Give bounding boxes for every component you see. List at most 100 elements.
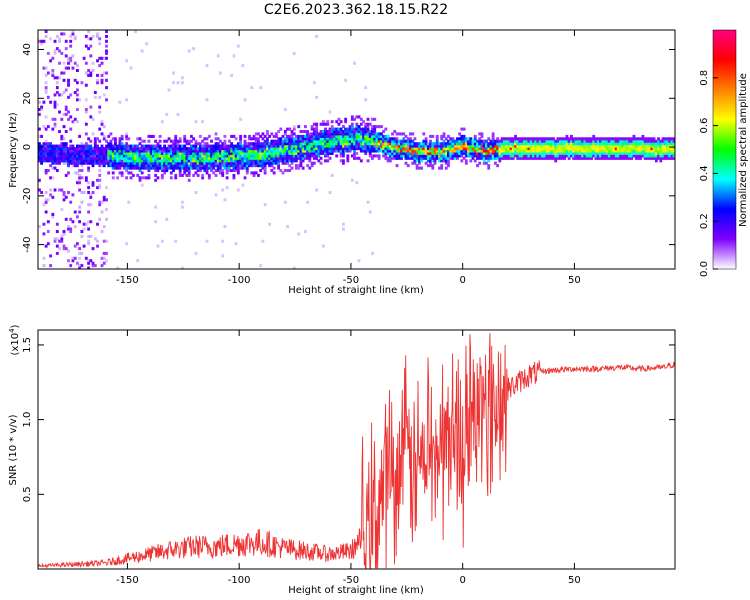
heatmap-cell xyxy=(228,144,231,148)
heatmap-cell xyxy=(623,139,627,143)
heatmap-cell xyxy=(214,193,218,197)
heatmap-cell xyxy=(525,149,529,153)
heatmap-cell xyxy=(158,149,162,153)
heatmap-cell xyxy=(250,147,254,151)
heatmap-cell xyxy=(239,142,243,146)
heatmap-cell xyxy=(254,161,258,165)
heatmap-cell xyxy=(201,173,205,177)
heatmap-cell xyxy=(60,51,64,55)
heatmap-cell xyxy=(89,193,93,197)
heatmap-cell xyxy=(605,147,609,151)
heatmap-cell xyxy=(377,132,381,136)
heatmap-cell xyxy=(634,156,638,160)
heatmap-cell xyxy=(297,232,301,236)
heatmap-cell xyxy=(105,156,108,160)
heatmap-cell xyxy=(505,154,508,158)
heatmap-cell xyxy=(67,159,70,163)
heatmap-cell xyxy=(612,137,616,141)
heatmap-cell xyxy=(382,154,386,158)
heatmap-cell xyxy=(350,132,354,136)
heatmap-cell xyxy=(187,159,191,163)
heatmap-cell xyxy=(359,130,363,134)
heatmap-cell xyxy=(409,137,412,141)
heatmap-cell xyxy=(207,147,211,151)
heatmap-cell xyxy=(163,147,167,151)
heatmap-cell xyxy=(259,144,263,148)
heatmap-cell xyxy=(663,149,667,153)
heatmap-cell xyxy=(371,144,374,148)
heatmap-cell xyxy=(147,139,151,143)
heatmap-cell xyxy=(538,156,542,160)
heatmap-cell xyxy=(60,156,64,160)
heatmap-cell xyxy=(201,164,205,168)
heatmap-cell xyxy=(453,156,457,160)
heatmap-cell xyxy=(245,169,249,173)
heatmap-cell xyxy=(67,227,70,231)
heatmap-cell xyxy=(125,134,129,138)
heatmap-cell xyxy=(236,188,240,192)
heatmap-cell xyxy=(558,144,562,148)
heatmap-cell xyxy=(172,81,175,85)
heatmap-cell xyxy=(464,151,468,155)
heatmap-cell xyxy=(639,154,643,158)
heatmap-cell xyxy=(525,137,529,141)
heatmap-cell xyxy=(261,159,265,163)
heatmap-cell xyxy=(174,134,178,138)
heatmap-cell xyxy=(234,164,238,168)
heatmap-cell xyxy=(152,159,155,163)
heatmap-cell xyxy=(268,222,272,226)
heatmap-cell xyxy=(281,154,285,158)
heatmap-cell xyxy=(607,139,611,143)
heatmap-cell xyxy=(98,42,102,46)
heatmap-cell xyxy=(250,142,254,146)
heatmap-cell xyxy=(476,164,479,168)
heatmap-cell xyxy=(547,137,551,141)
heatmap-cell xyxy=(60,117,64,121)
heatmap-cell xyxy=(469,147,473,151)
heatmap-cell xyxy=(210,149,213,153)
heatmap-cell xyxy=(216,142,220,146)
heatmap-cell xyxy=(328,130,332,134)
heatmap-cell xyxy=(304,134,307,138)
heatmap-cell xyxy=(250,137,254,141)
heatmap-cell xyxy=(76,164,79,168)
heatmap-cell xyxy=(406,151,410,155)
heatmap-cell xyxy=(73,91,77,95)
heatmap-cell xyxy=(473,159,477,163)
heatmap-cell xyxy=(82,144,86,148)
heatmap-cell xyxy=(138,149,142,153)
heatmap-cell xyxy=(114,139,117,143)
heatmap-cell xyxy=(375,144,379,148)
heatmap-cell xyxy=(87,30,91,34)
heatmap-cell xyxy=(639,144,643,148)
heatmap-cell xyxy=(393,139,397,143)
heatmap-cell xyxy=(337,139,341,143)
heatmap-cell xyxy=(639,151,643,155)
heatmap-cell xyxy=(272,134,276,138)
heatmap-cell xyxy=(353,144,356,148)
heatmap-cell xyxy=(239,139,243,143)
heatmap-cell xyxy=(194,154,198,158)
heatmap-cell xyxy=(310,125,314,129)
heatmap-cell xyxy=(616,137,620,141)
heatmap-cell xyxy=(415,151,419,155)
heatmap-cell xyxy=(93,237,97,241)
heatmap-cell xyxy=(549,147,553,151)
heatmap-cell xyxy=(78,173,82,177)
heatmap-cell xyxy=(203,154,207,158)
heatmap-cell xyxy=(578,139,582,143)
heatmap-cell xyxy=(225,147,229,151)
heatmap-cell xyxy=(87,169,91,173)
heatmap-cell xyxy=(366,125,370,129)
x-tick-label: 0 xyxy=(459,575,465,586)
heatmap-cell xyxy=(456,156,459,160)
heatmap-cell xyxy=(292,127,296,131)
heatmap-cell xyxy=(257,132,260,136)
heatmap-cell xyxy=(395,151,399,155)
heatmap-cell xyxy=(554,147,558,151)
heatmap-cell xyxy=(78,151,82,155)
heatmap-cell xyxy=(58,61,61,65)
heatmap-cell xyxy=(100,78,104,82)
heatmap-cell xyxy=(239,156,243,160)
heatmap-cell xyxy=(263,154,267,158)
